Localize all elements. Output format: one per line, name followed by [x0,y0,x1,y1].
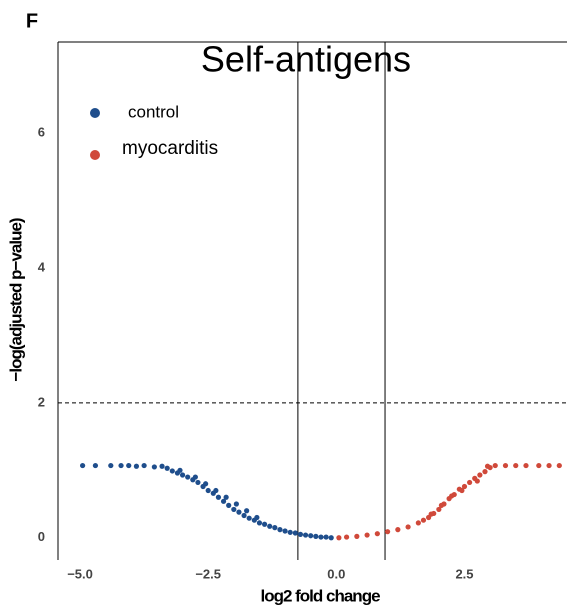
point [261,521,268,527]
point [220,498,227,504]
point [336,535,342,541]
point [215,494,222,500]
chart-title: Self-antigens [201,39,411,80]
point [179,472,186,478]
legend-label: control [128,102,179,121]
panel-label: F [26,10,38,32]
point [395,527,401,533]
x-tick-label: −5.0 [67,566,93,581]
point [277,527,283,533]
point [556,462,562,469]
point [523,462,529,469]
point [302,532,309,538]
point [267,523,273,529]
point [502,462,509,469]
point [164,465,170,471]
point [177,467,183,473]
point [436,506,442,513]
point [151,464,157,470]
point [203,481,209,487]
point [384,529,391,535]
point [343,534,350,540]
point [282,528,288,534]
x-tick-label: −2.5 [195,566,221,581]
x-axis-label: log2 fold change [260,586,380,605]
point [438,502,445,508]
point [536,462,542,469]
point [405,524,411,530]
x-tick-label: 2.5 [455,566,473,581]
y-tick-label: 4 [38,259,46,274]
point [513,462,519,469]
point [133,463,140,469]
legend-label: myocarditis [122,138,218,159]
y-axis-label: −log(adjusted p−value) [6,218,25,381]
point [141,462,147,469]
point [80,462,86,469]
point [126,462,132,469]
point [297,531,304,537]
point [192,474,198,480]
legend-marker [90,150,100,160]
point [233,501,239,507]
point [195,479,201,486]
point [467,479,473,486]
point [474,478,480,484]
point [364,532,370,538]
point [205,487,211,494]
point [287,529,293,535]
point [185,474,191,480]
point [256,520,263,526]
point [461,483,468,490]
point [108,462,114,469]
point [254,514,260,521]
point [428,511,434,517]
point [482,469,488,475]
point [272,525,278,531]
point [292,530,298,536]
y-tick-label: 0 [38,529,45,544]
point [169,468,175,474]
point [323,534,329,540]
point [415,520,421,526]
point [241,512,247,519]
point [313,533,319,539]
point [308,533,314,539]
point [328,535,334,541]
point [246,515,252,521]
point [420,517,427,523]
point [477,472,483,478]
y-tick-label: 6 [38,124,45,139]
point [159,463,165,469]
point [118,462,124,469]
x-tick-label: 0.0 [327,566,345,581]
point [449,493,455,499]
point [231,506,237,513]
point [354,533,360,539]
point [92,462,99,469]
y-tick-label: 2 [38,394,45,409]
point [459,487,465,494]
point [223,494,229,500]
point [236,509,242,515]
point [244,508,250,514]
point [484,463,491,469]
point [492,462,498,469]
point [374,531,380,537]
point [546,462,552,469]
point [213,487,219,494]
point [226,502,232,508]
point [318,534,324,540]
legend-marker [90,108,100,118]
